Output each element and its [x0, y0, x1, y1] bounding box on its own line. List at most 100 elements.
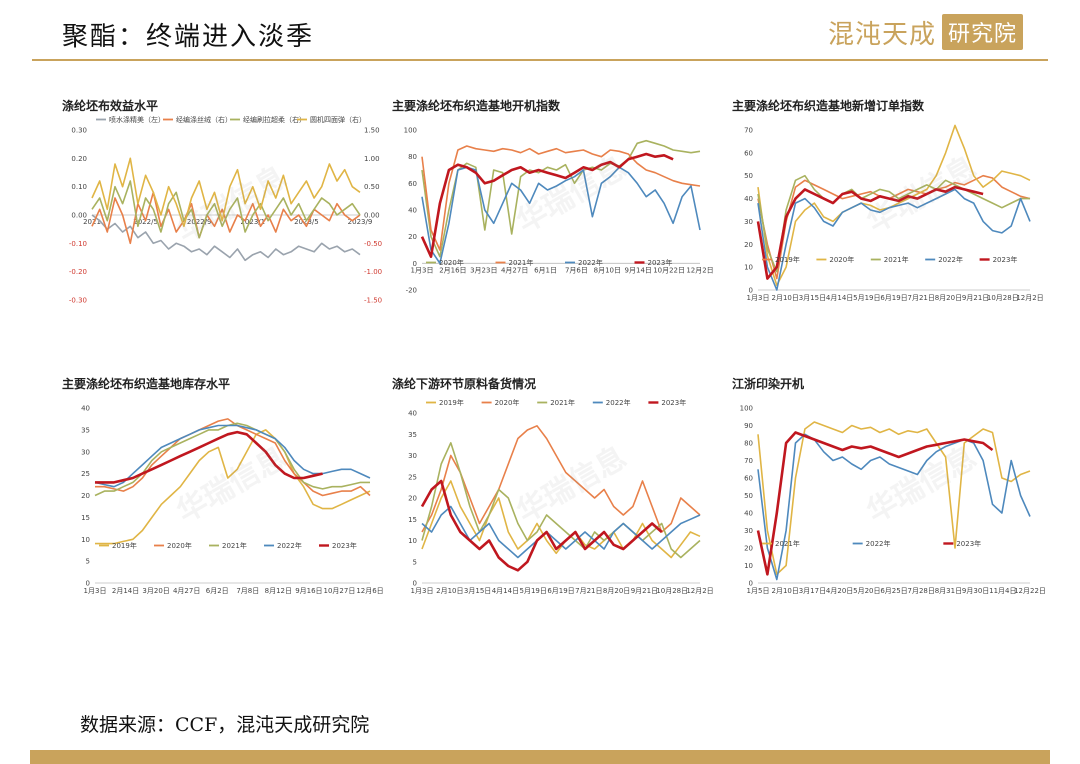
y-tick-label: 35 — [81, 426, 90, 434]
legend-label: 2022年 — [606, 398, 631, 407]
legend-label: 2023年 — [648, 258, 673, 267]
y-tick-label: -20 — [406, 287, 417, 295]
legend-label: 2020年 — [439, 258, 464, 267]
y-tick-label: 20 — [81, 492, 90, 500]
header-divider — [32, 59, 1048, 61]
x-tick-label: 2021 — [83, 218, 101, 226]
series-line-1 — [421, 425, 701, 533]
y-tick-label: 80 — [408, 153, 417, 161]
x-tick-label: 2月14日 — [112, 587, 139, 595]
series-line-3 — [757, 188, 1031, 291]
y-tick-label: 10 — [81, 536, 90, 544]
x-tick-label: 12月2日 — [686, 587, 713, 595]
x-tick-label: 2月10日 — [772, 587, 799, 595]
x-tick-label: 7月8日 — [236, 587, 259, 595]
series-line-1 — [95, 418, 371, 497]
series-line-3 — [421, 505, 701, 559]
series-line-3 — [91, 157, 361, 228]
y-tick-label: -0.10 — [69, 240, 87, 248]
x-tick-label: 2023/5 — [294, 218, 319, 226]
chart-title: 涤纶坯布效益水平 — [62, 98, 158, 113]
y2-tick-label: -1.00 — [364, 268, 382, 276]
x-tick-label: 6月25日 — [880, 587, 907, 595]
footer-bar — [30, 750, 1050, 764]
y-tick-label: 40 — [81, 405, 90, 413]
x-tick-label: 12月2日 — [686, 266, 713, 274]
y-tick-label: 20 — [744, 241, 753, 249]
series-line-0 — [91, 214, 361, 262]
x-tick-label: 10月22日 — [653, 266, 685, 274]
y-tick-label: -0.20 — [69, 268, 87, 276]
y-tick-label: 10 — [744, 264, 753, 272]
x-tick-label: 11月4日 — [989, 587, 1016, 595]
y-tick-label: 5 — [86, 558, 90, 566]
y-tick-label: 50 — [744, 172, 753, 180]
series-line-2 — [421, 442, 701, 559]
y-tick-label: 70 — [744, 457, 753, 465]
legend-label: 2021年 — [775, 539, 800, 548]
x-tick-label: 6月19日 — [880, 294, 907, 302]
chart-title: 江浙印染开机 — [732, 376, 804, 391]
y-tick-label: 35 — [408, 431, 417, 439]
y-tick-label: -0.30 — [69, 297, 87, 305]
chart-title: 主要涤纶坯布织造基地开机指数 — [392, 98, 561, 113]
x-tick-label: 5月20日 — [853, 587, 880, 595]
y-tick-label: 70 — [744, 127, 753, 135]
y-tick-label: 10 — [744, 562, 753, 570]
x-tick-label: 9月16日 — [295, 587, 322, 595]
x-tick-label: 4月14日 — [492, 587, 519, 595]
data-source-note: 数据来源：CCF，混沌天成研究院 — [80, 714, 370, 736]
legend-label: 圆机四面弹（右） — [310, 115, 366, 124]
series-line-1 — [757, 124, 1031, 287]
legend-label: 喷水涤精美（左） — [109, 115, 165, 124]
y-tick-label: 100 — [740, 405, 753, 413]
y-tick-label: 10 — [408, 537, 417, 545]
x-tick-label: 8月31日 — [935, 587, 962, 595]
x-tick-label: 1月3日 — [411, 266, 434, 274]
series-line-0 — [757, 421, 1031, 576]
x-tick-label: 3月17日 — [799, 587, 826, 595]
x-tick-label: 4月14日 — [826, 294, 853, 302]
y2-tick-label: 1.50 — [364, 127, 380, 135]
legend-label: 2023年 — [956, 539, 981, 548]
series-line-4 — [756, 185, 984, 280]
x-tick-label: 7月28日 — [908, 587, 935, 595]
legend-label: 经编涤丝绒（右） — [176, 115, 232, 124]
legend-label: 2022年 — [277, 541, 302, 550]
x-tick-label: 3月20日 — [142, 587, 169, 595]
x-tick-label: 9月21日 — [631, 587, 658, 595]
x-tick-label: 2022/9 — [187, 218, 212, 226]
chart-2: 主要涤纶坯布织造基地开机指数 100 80 60 40 20 0 -20 1月3日 2月16日 3月… — [380, 90, 720, 325]
x-tick-label: 6月2日 — [206, 587, 229, 595]
x-tick-label: 4月27日 — [501, 266, 528, 274]
x-tick-label: 6月1日 — [534, 266, 557, 274]
chart-title: 涤纶下游环节原料备货情况 — [392, 376, 536, 391]
chart-title: 主要涤纶坯布织造基地新增订单指数 — [732, 98, 925, 113]
x-tick-label: 9月14日 — [625, 266, 652, 274]
chart-6: 江浙印染开机 100 90 80 70 60 50 40 30 20 10 0 1月5日 2月10日 3月1… — [720, 368, 1050, 603]
series-line-2 — [91, 180, 361, 239]
y2-tick-label: -1.50 — [364, 297, 382, 305]
legend-label: 2021年 — [222, 541, 247, 550]
y-tick-label: 25 — [81, 470, 90, 478]
x-tick-label: 7月21日 — [908, 294, 935, 302]
y-tick-label: 0 — [749, 287, 753, 295]
y-tick-label: 0 — [413, 260, 417, 268]
legend-label: 2019年 — [775, 255, 800, 264]
x-tick-label: 2023/1 — [240, 218, 265, 226]
y2-tick-label: 1.00 — [364, 155, 380, 163]
chart-title: 主要涤纶坯布织造基地库存水平 — [62, 376, 230, 391]
y-tick-label: 0.10 — [71, 183, 87, 191]
logo-brand-text: 混沌天成 — [828, 19, 937, 50]
series-line-4 — [420, 479, 663, 572]
x-tick-label: 8月12日 — [265, 587, 292, 595]
series-line-3 — [420, 152, 674, 258]
y-tick-label: 30 — [408, 452, 417, 460]
series-line-1 — [421, 145, 701, 251]
y-tick-label: 15 — [408, 516, 417, 524]
y-tick-label: 20 — [744, 545, 753, 553]
series-line-0 — [757, 174, 1031, 280]
x-tick-label: 12月6日 — [356, 587, 383, 595]
series-line-1 — [91, 191, 361, 245]
legend-label: 2022年 — [866, 539, 891, 548]
